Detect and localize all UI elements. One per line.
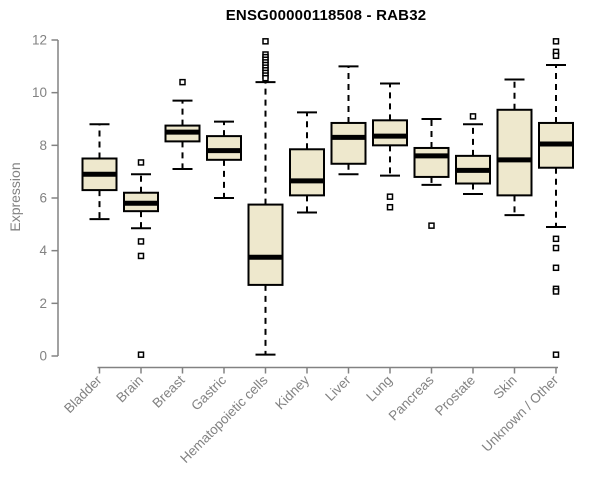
x-tick-label-unknown-other: Unknown / Other — [479, 372, 562, 455]
outlier-point-unknown-other — [552, 244, 560, 252]
outlier-point-breast — [179, 78, 186, 86]
y-tick-label: 4 — [39, 243, 47, 258]
box-lung — [372, 119, 408, 147]
outlier-point-hematopoietic-cells — [262, 38, 269, 45]
outlier-point-pancreas — [428, 222, 435, 229]
box-hematopoietic-cells — [247, 203, 284, 286]
y-tick-label: 12 — [32, 33, 47, 48]
x-tick-label-skin: Skin — [490, 373, 519, 402]
x-tick-label-breast: Breast — [149, 372, 187, 410]
y-tick-label: 10 — [32, 85, 47, 100]
box-gastric — [206, 135, 242, 161]
y-tick-label: 2 — [39, 296, 47, 311]
x-tick-label-lung: Lung — [363, 373, 395, 405]
outlier-point-unknown-other — [552, 52, 560, 60]
y-tick-label: 0 — [39, 349, 47, 364]
outlier-point-lung — [386, 193, 394, 200]
box-liver — [330, 121, 367, 165]
outlier-point-brain — [137, 159, 145, 166]
x-tick-label-gastric: Gastric — [188, 372, 229, 413]
y-tick-label: 6 — [39, 191, 47, 206]
outlier-point-unknown-other — [552, 351, 560, 358]
outlier-point-unknown-other — [552, 38, 560, 45]
outlier-point-hematopoietic-cells — [262, 74, 269, 82]
outlier-point-brain — [137, 238, 145, 245]
x-tick-label-kidney: Kidney — [272, 372, 312, 412]
outlier-point-unknown-other — [552, 235, 560, 243]
chart-title: ENSG00000118508 - RAB32 — [225, 7, 427, 24]
x-tick-label-prostate: Prostate — [432, 373, 478, 419]
y-tick-label: 8 — [39, 138, 47, 153]
x-tick-label-pancreas: Pancreas — [386, 372, 437, 423]
outlier-point-brain — [137, 252, 145, 260]
outlier-point-unknown-other — [552, 288, 560, 295]
box-skin — [496, 108, 533, 197]
x-tick-label-bladder: Bladder — [61, 372, 105, 416]
outlier-point-unknown-other — [552, 264, 560, 272]
x-tick-label-liver: Liver — [322, 372, 354, 404]
x-tick-label-brain: Brain — [113, 373, 146, 406]
outlier-point-prostate — [469, 113, 477, 120]
box-kidney — [289, 148, 325, 197]
outlier-point-brain — [137, 351, 145, 358]
box-pancreas — [413, 146, 450, 178]
outlier-point-lung — [386, 203, 394, 211]
